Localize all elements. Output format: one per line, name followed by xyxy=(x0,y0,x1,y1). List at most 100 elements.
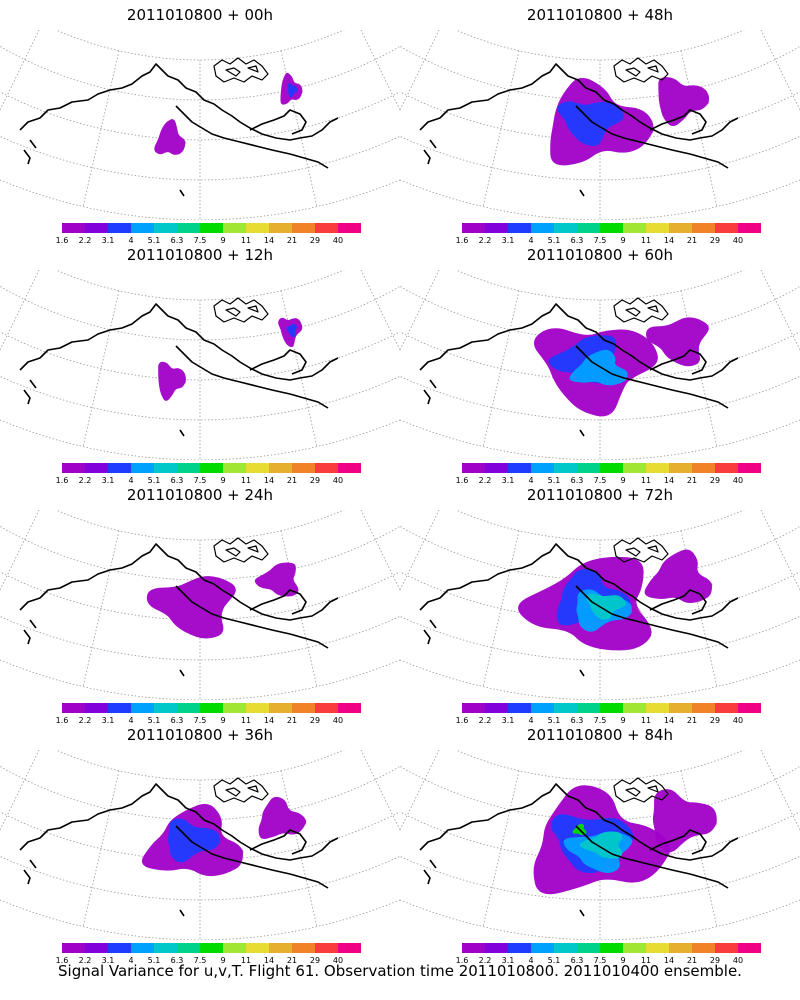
colorbar-swatch xyxy=(223,223,246,233)
longitude-line xyxy=(82,50,120,207)
variance-contour xyxy=(646,317,709,367)
colorbar-label: 29 xyxy=(709,956,721,965)
colorbar xyxy=(462,943,761,953)
colorbar-label: 2.2 xyxy=(78,236,92,245)
coastline xyxy=(419,543,739,677)
colorbar-label: 1.6 xyxy=(55,476,69,485)
colorbar-swatch xyxy=(623,703,646,713)
colorbar-swatch xyxy=(531,703,554,713)
map-panel: 2011010800 + 00h 1.6 2.2 3.1 4 5.1 6.3 7.5 9 11 14… xyxy=(0,0,400,245)
longitude-line xyxy=(82,770,120,927)
colorbar-label: 3.1 xyxy=(501,956,515,965)
colorbar-swatch xyxy=(315,463,338,473)
colorbar-label: 7.5 xyxy=(593,956,607,965)
colorbar-label: 29 xyxy=(709,476,721,485)
longitude-line xyxy=(680,290,718,447)
colorbar-label: 5.1 xyxy=(147,236,161,245)
colorbar-label: 3.1 xyxy=(101,236,115,245)
colorbar-label: 1.6 xyxy=(455,476,469,485)
colorbar-label: 29 xyxy=(709,236,721,245)
colorbar-swatch xyxy=(600,943,623,953)
colorbar-label: 14 xyxy=(263,716,275,725)
colorbar-label: 1.6 xyxy=(55,236,69,245)
colorbar-swatch xyxy=(738,223,761,233)
longitude-line xyxy=(680,770,718,927)
colorbar-swatch xyxy=(292,943,315,953)
colorbar-swatch xyxy=(623,943,646,953)
panel-title: 2011010800 + 60h xyxy=(526,246,674,264)
colorbar-swatch xyxy=(462,943,485,953)
colorbar-label: 3.1 xyxy=(501,476,515,485)
colorbar-swatch xyxy=(738,703,761,713)
coastline xyxy=(19,543,339,677)
variance-contour xyxy=(644,549,713,604)
colorbar-label: 40 xyxy=(332,236,344,245)
colorbar-swatch xyxy=(62,943,85,953)
coastline xyxy=(419,63,739,197)
colorbar-label: 29 xyxy=(709,716,721,725)
colorbar-swatch xyxy=(577,943,600,953)
map-panel: 2011010800 + 48h 1.6 2.2 3.1 4 5.1 6.3 7.5 9 11 14… xyxy=(400,0,800,245)
colorbar-swatch xyxy=(600,223,623,233)
colorbar-label: 1.6 xyxy=(455,716,469,725)
longitude-line xyxy=(82,290,120,447)
colorbar-labels: 1.6 2.2 3.1 4 5.1 6.3 7.5 9 11 14 21 29 40 xyxy=(52,956,372,968)
variance-contour xyxy=(652,789,718,853)
longitude-line xyxy=(680,530,718,687)
colorbar-label: 4 xyxy=(528,236,534,245)
colorbar-label: 2.2 xyxy=(478,476,492,485)
panel-title: 2011010800 + 36h xyxy=(126,726,274,744)
colorbar-swatch xyxy=(200,703,223,713)
latitude-line xyxy=(0,571,400,621)
colorbar-swatch xyxy=(177,463,200,473)
latitude-line xyxy=(455,30,745,61)
colorbar-labels: 1.6 2.2 3.1 4 5.1 6.3 7.5 9 11 14 21 29 40 xyxy=(52,236,372,248)
colorbar-swatch xyxy=(531,223,554,233)
latitude-line xyxy=(55,510,345,541)
longitude-line xyxy=(760,510,800,591)
colorbar-label: 29 xyxy=(309,716,321,725)
colorbar-swatch xyxy=(715,703,738,713)
longitude-line xyxy=(360,30,400,111)
colorbar-swatch xyxy=(269,703,292,713)
colorbar-swatch xyxy=(338,223,361,233)
longitude-line xyxy=(360,510,400,591)
colorbar-label: 1.6 xyxy=(55,956,69,965)
colorbar-swatch xyxy=(62,223,85,233)
colorbar-swatch xyxy=(246,223,269,233)
colorbar-label: 40 xyxy=(732,236,744,245)
latitude-line xyxy=(0,331,400,381)
longitude-line xyxy=(760,30,800,111)
colorbar-swatch xyxy=(154,943,177,953)
variance-contour xyxy=(658,77,711,127)
colorbar-swatch xyxy=(315,703,338,713)
colorbar-label: 6.3 xyxy=(170,476,184,485)
panel-title: 2011010800 + 24h xyxy=(126,486,274,504)
colorbar-swatch xyxy=(646,223,669,233)
variance-contour xyxy=(158,361,187,401)
colorbar-swatch xyxy=(62,463,85,473)
colorbar-swatch xyxy=(62,703,85,713)
latitude-line xyxy=(400,331,800,381)
colorbar-swatch xyxy=(554,943,577,953)
map xyxy=(400,750,800,940)
colorbar-labels: 1.6 2.2 3.1 4 5.1 6.3 7.5 9 11 14 21 29 40 xyxy=(52,716,372,728)
colorbar-swatch xyxy=(485,943,508,953)
colorbar-label: 9 xyxy=(220,236,226,245)
colorbar xyxy=(462,703,761,713)
colorbar-label: 9 xyxy=(620,716,626,725)
colorbar-label: 9 xyxy=(620,476,626,485)
colorbar-swatch xyxy=(738,463,761,473)
colorbar-label: 3.1 xyxy=(101,476,115,485)
map xyxy=(400,510,800,700)
colorbar-swatch xyxy=(462,223,485,233)
colorbar-label: 6.3 xyxy=(170,956,184,965)
longitude-line xyxy=(360,270,400,351)
map xyxy=(0,270,400,460)
colorbar-swatch xyxy=(292,703,315,713)
colorbar-label: 6.3 xyxy=(570,236,584,245)
colorbar-swatch xyxy=(154,703,177,713)
map xyxy=(0,750,400,940)
arctic-archipelago xyxy=(213,57,269,83)
colorbar-swatch xyxy=(485,463,508,473)
